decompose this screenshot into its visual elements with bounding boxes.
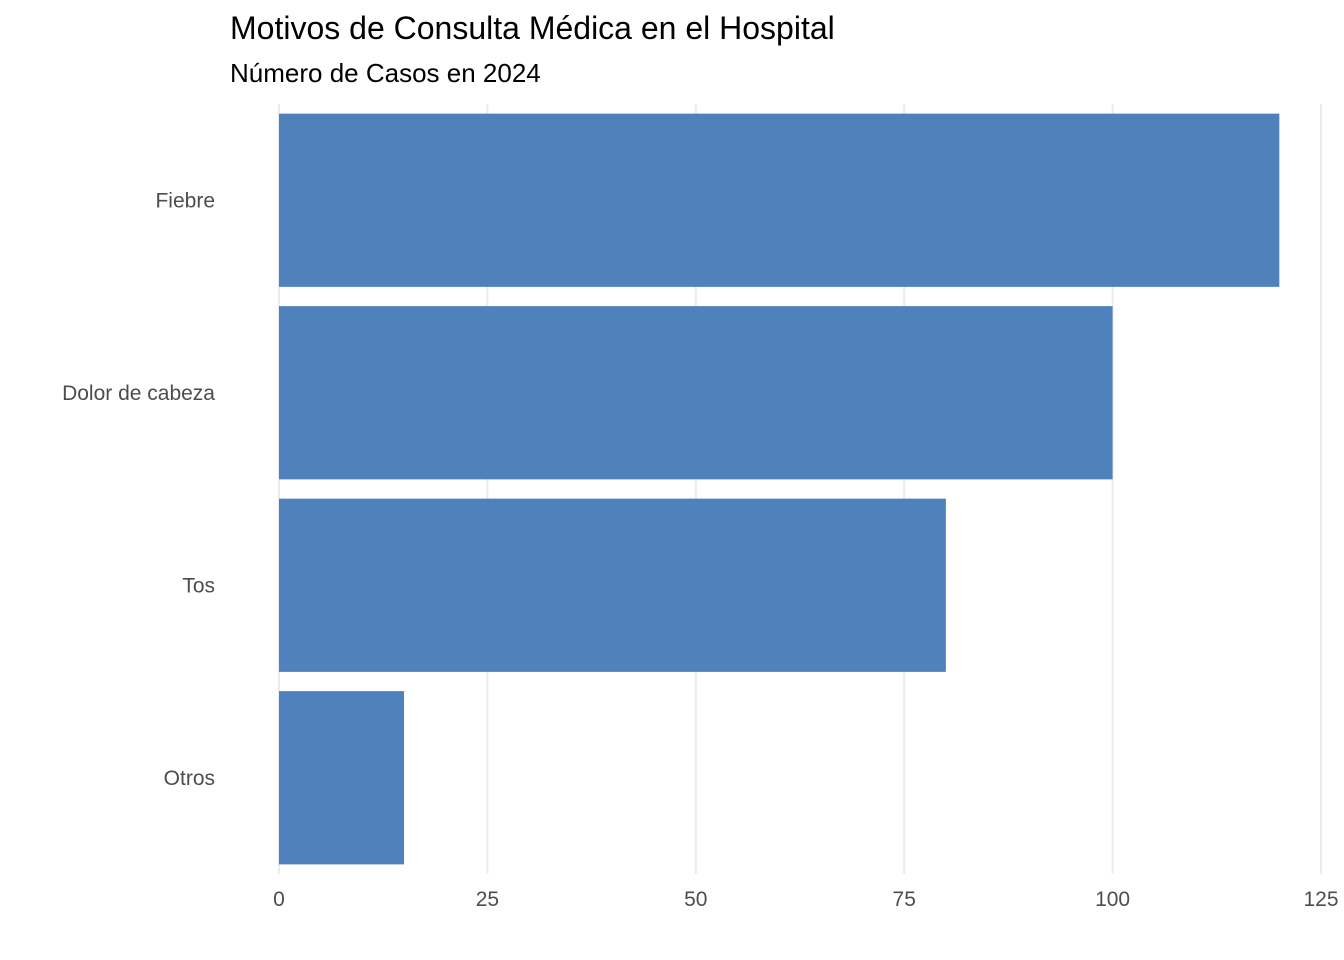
y-tick-label: Fiebre: [155, 189, 215, 212]
y-tick-label: Dolor de cabeza: [62, 382, 215, 405]
bar-tos: [279, 498, 946, 672]
x-tick-label: 0: [273, 888, 285, 911]
y-tick-label: Tos: [182, 574, 215, 597]
x-tick-label: 25: [476, 888, 499, 911]
bar-dolor-de-cabeza: [279, 306, 1113, 480]
y-tick-label: Otros: [164, 767, 215, 790]
bar-fiebre: [279, 113, 1280, 287]
x-tick-label: 75: [893, 888, 916, 911]
chart-title: Motivos de Consulta Médica en el Hospita…: [230, 10, 835, 46]
x-tick-label: 125: [1303, 888, 1338, 911]
chart-subtitle: Número de Casos en 2024: [230, 58, 541, 88]
bar-otros: [279, 691, 405, 865]
x-tick-label: 100: [1095, 888, 1130, 911]
x-tick-label: 50: [684, 888, 707, 911]
